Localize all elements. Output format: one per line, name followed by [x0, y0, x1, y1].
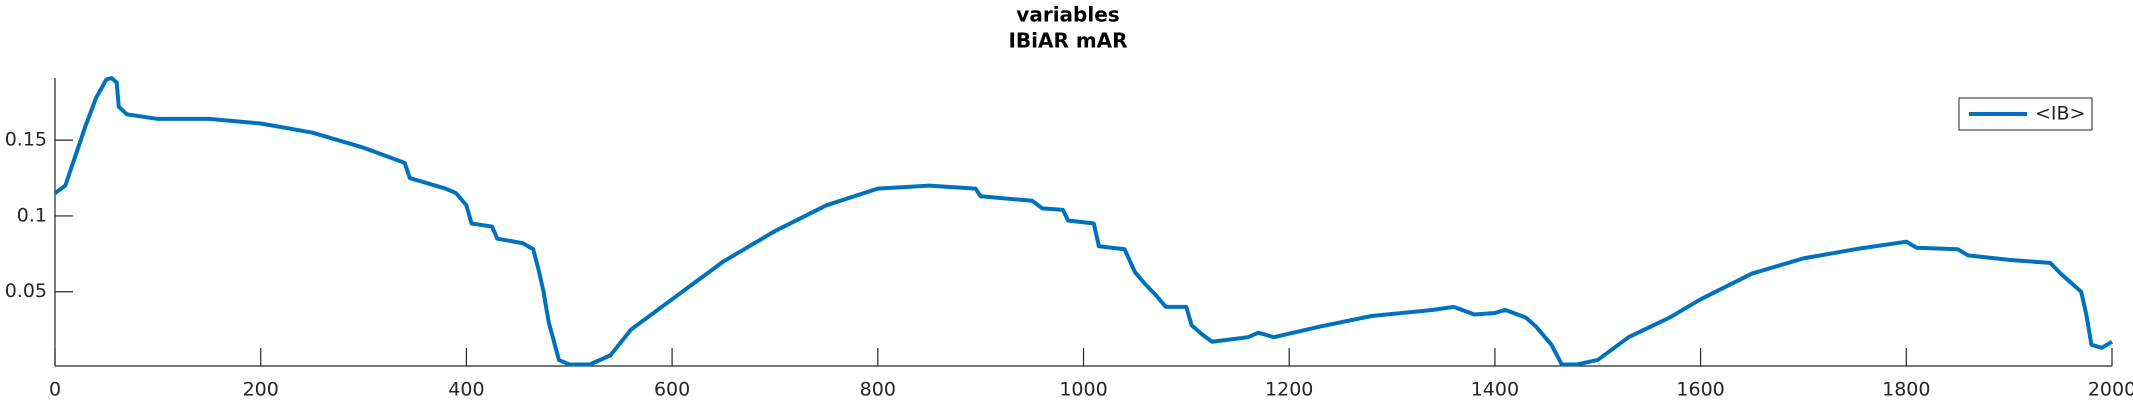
- x-tick-label: 1000: [1059, 379, 1107, 400]
- y-tick-label: 0.1: [17, 204, 47, 226]
- x-tick-label: 1400: [1471, 379, 1519, 400]
- chart-title: variables: [1016, 3, 1119, 27]
- x-tick-label: 1600: [1676, 379, 1724, 400]
- x-tick-label: 800: [860, 379, 896, 400]
- x-tick-label: 400: [448, 379, 484, 400]
- x-tick-label: 600: [654, 379, 690, 400]
- x-tick-label: 1200: [1265, 379, 1313, 400]
- legend-label: <IB>: [2035, 103, 2085, 125]
- line-series: [53, 76, 2114, 367]
- y-tick-label: 0.15: [5, 129, 47, 151]
- x-tick-label: 200: [243, 379, 279, 400]
- x-tick-label: 1800: [1882, 379, 1930, 400]
- x-tick-label: 0: [49, 379, 61, 400]
- x-tick-label: 2000: [2088, 379, 2133, 400]
- chart-subtitle: IBiAR mAR: [1008, 29, 1127, 53]
- y-tick-label: 0.05: [5, 280, 47, 302]
